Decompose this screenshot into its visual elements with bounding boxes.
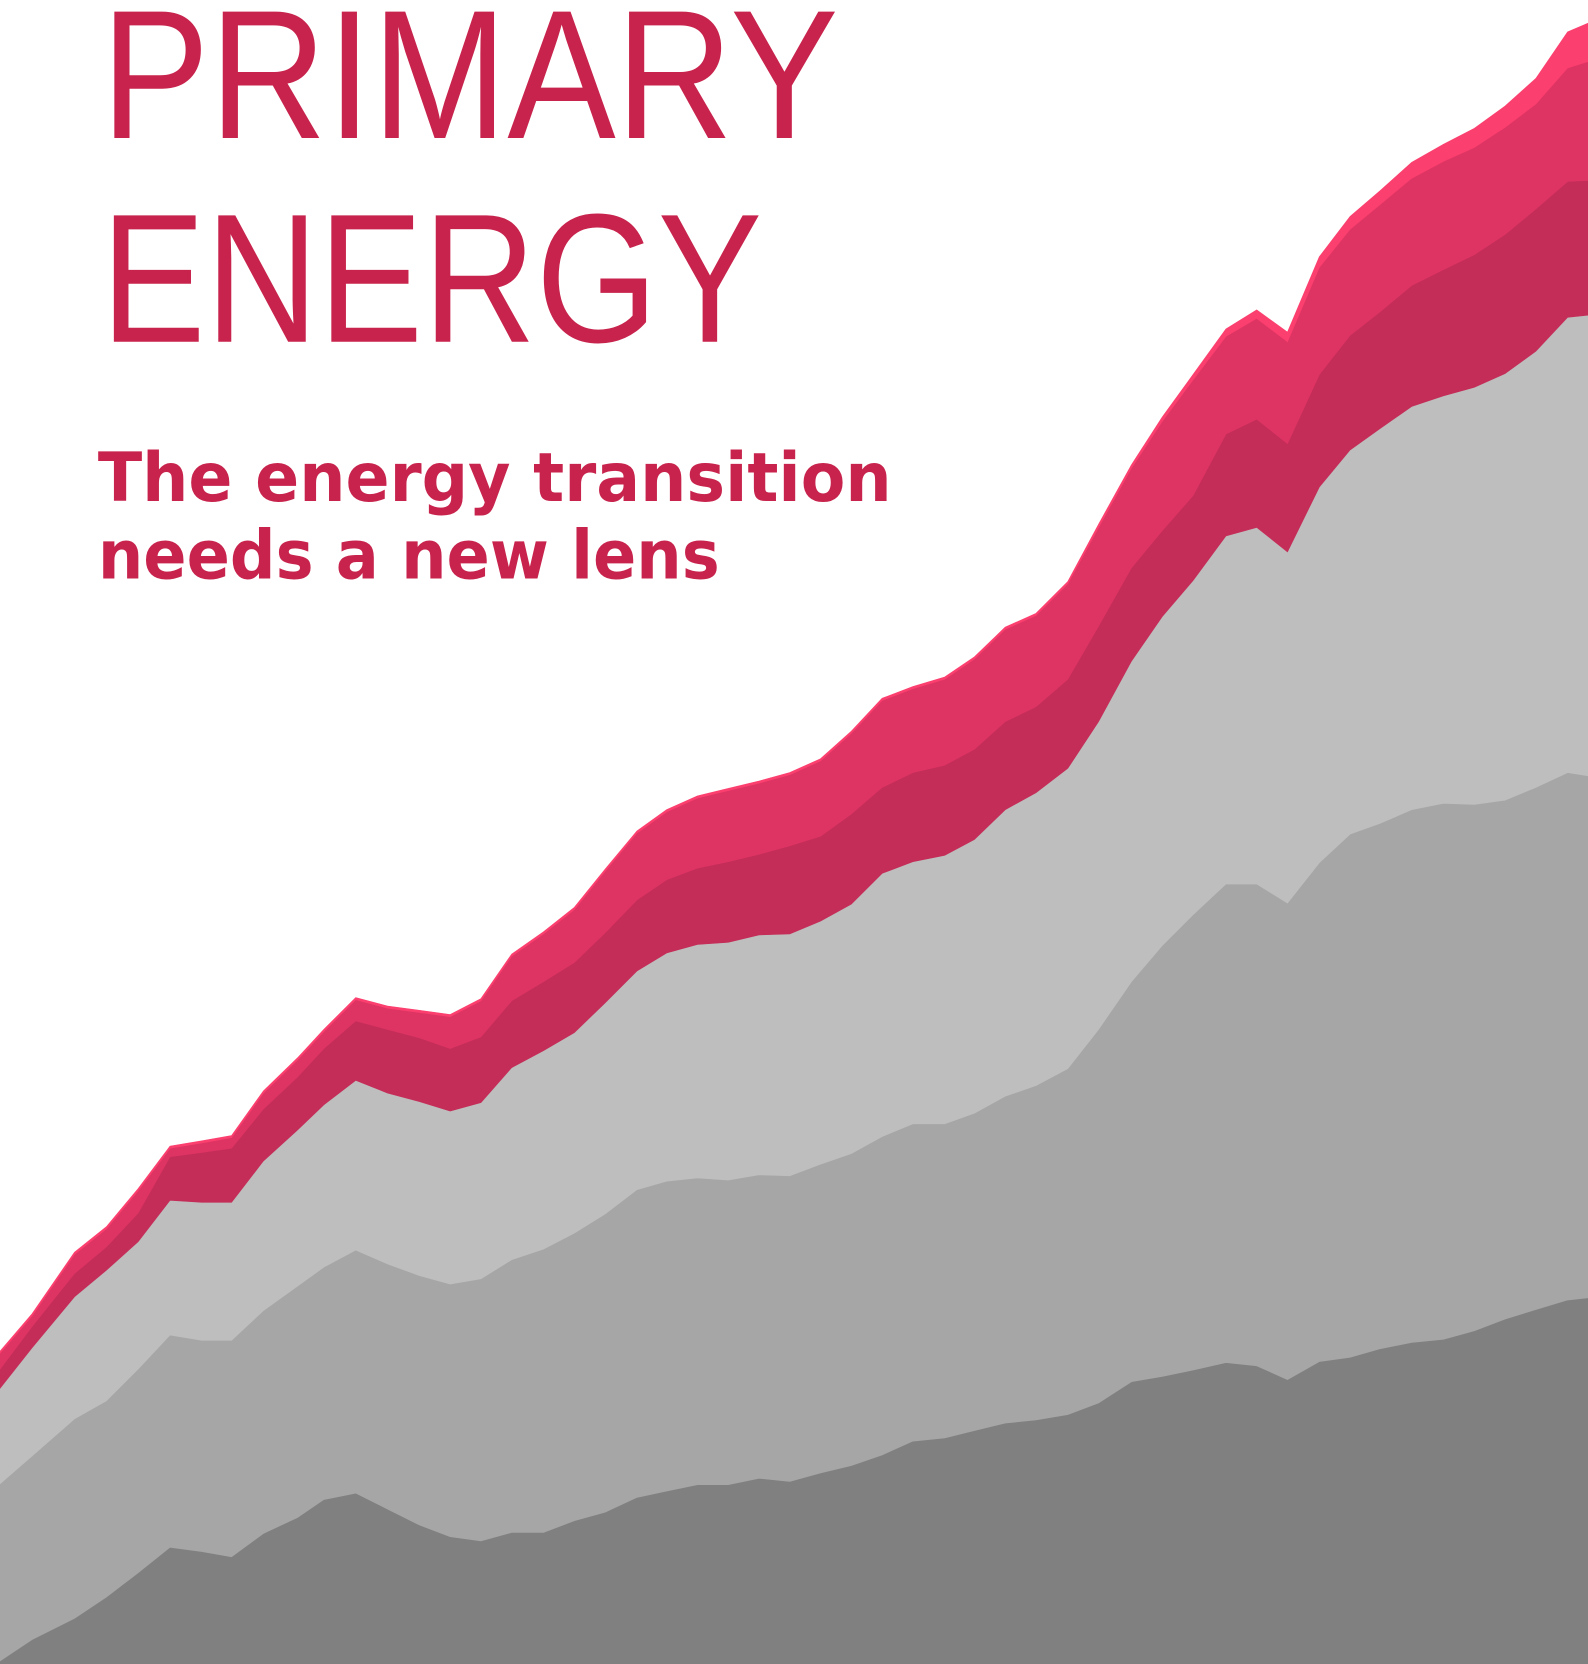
title-line: PRIMARY	[101, 0, 839, 177]
subtitle-line: needs a new lens	[98, 516, 720, 595]
subtitle-line: The energy transition	[98, 439, 892, 518]
title-line: ENERGY	[101, 176, 762, 381]
areas	[0, 22, 1588, 1664]
